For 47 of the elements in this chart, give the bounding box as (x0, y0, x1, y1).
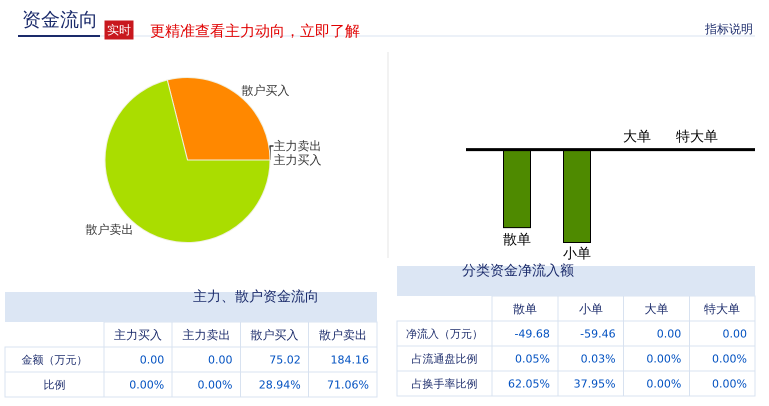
text: 0.00% (198, 378, 232, 392)
category-label: 比例 (43, 378, 66, 392)
category-label: 大单 (623, 129, 651, 145)
category-label: 散单 (503, 232, 531, 248)
text: 分类资金净流入额 (462, 263, 574, 279)
text: 28.94% (258, 378, 301, 392)
category-label: 占换手率比例 (412, 377, 478, 390)
text: 0.00% (646, 377, 682, 390)
x-tick-label: 大单 (644, 302, 668, 316)
category-label: 主力卖出 (274, 139, 322, 153)
text: 0.03% (580, 352, 616, 366)
slice-label: 散户卖出 (85, 222, 134, 236)
text: -59.46 (580, 327, 616, 340)
category-label: 金额（万元） (21, 353, 88, 366)
category-label: 净流入（万元） (406, 327, 484, 340)
text: -49.68 (514, 327, 550, 340)
category-label: 主力卖出 (182, 328, 230, 342)
text: 0.00 (140, 353, 164, 366)
text: 0.00% (646, 352, 682, 366)
text: 指标说明 (704, 22, 753, 36)
text: 75.02 (269, 353, 301, 366)
chart-title: 资金流向 (22, 9, 98, 31)
category-label: 特大单 (676, 129, 718, 145)
category-label: 占流通盘比例 (412, 352, 478, 366)
text: 0.00% (129, 378, 164, 392)
text: 184.16 (330, 353, 369, 366)
text: 37.95% (574, 377, 616, 390)
text: 0.00% (712, 352, 747, 366)
text: 62.05% (508, 377, 550, 390)
legend-label: 主力买入 (274, 153, 322, 167)
text: 0.05% (514, 352, 550, 366)
x-tick-label: 特大单 (704, 302, 740, 316)
x-tick-label: 散单 (513, 302, 538, 316)
text: 更精准查看主力动向，立即了解 (150, 22, 360, 40)
category-label: 主力买入 (114, 328, 162, 342)
slice-label: 散户买入 (242, 84, 290, 98)
category-label: 小单 (563, 246, 591, 262)
text: 71.06% (327, 378, 369, 392)
text: 0.00 (722, 327, 747, 340)
text: 主力、散户资金流向 (193, 289, 319, 305)
category-label: 散户卖出 (318, 328, 367, 342)
x-tick-label: 小单 (578, 302, 603, 316)
text: 0.00 (656, 327, 682, 340)
category-label: 散户买入 (250, 328, 299, 342)
text: 0.00% (712, 377, 747, 390)
text: 实时 (107, 23, 131, 37)
text: 0.00 (208, 353, 232, 366)
